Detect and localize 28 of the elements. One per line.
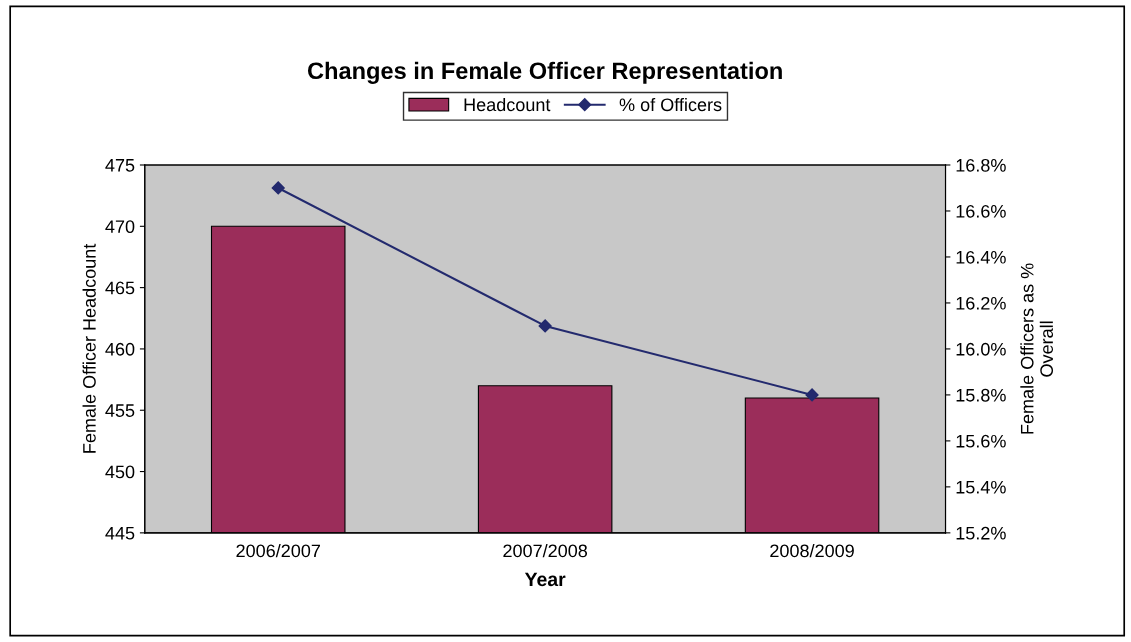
point [538, 319, 552, 333]
y2-tick-label: 16.0% [956, 342, 1006, 356]
y-tick-label: 460 [105, 342, 135, 356]
x-tick-label: 2006/2007 [236, 543, 320, 558]
chart-title: Changes in Female Officer Representation [307, 61, 782, 84]
legend-label: Headcount [464, 97, 551, 112]
y-tick-label: 475 [105, 159, 135, 172]
y2-tick-label: 16.4% [956, 250, 1006, 264]
y2-tick-label: 16.6% [956, 204, 1006, 218]
legend-label: % of Officers [619, 97, 722, 112]
y2-axis-title: Female Officers as % Overall [1020, 263, 1054, 434]
y-tick-label: 450 [105, 465, 135, 479]
y-tick-label: 445 [105, 526, 135, 540]
x-tick-label: 2008/2009 [770, 543, 854, 558]
y2-tick-label: 15.6% [956, 434, 1006, 448]
point [805, 388, 819, 402]
y-tick-label: 455 [105, 404, 135, 417]
y2-tick-label: 15.4% [956, 480, 1006, 494]
y2-tick-label: 15.2% [956, 526, 1006, 540]
y-axis-title: Female Officer Headcount [82, 243, 96, 453]
y2-tick-label: 16.8% [956, 158, 1006, 172]
y-tick-label: 465 [105, 281, 135, 295]
x-axis-title: Year [524, 572, 566, 587]
point [271, 181, 285, 195]
y2-tick-label: 16.2% [956, 296, 1006, 310]
x-tick-label: 2007/2008 [503, 543, 588, 558]
y-tick-label: 470 [105, 220, 135, 234]
y2-tick-label: 15.8% [956, 388, 1006, 402]
